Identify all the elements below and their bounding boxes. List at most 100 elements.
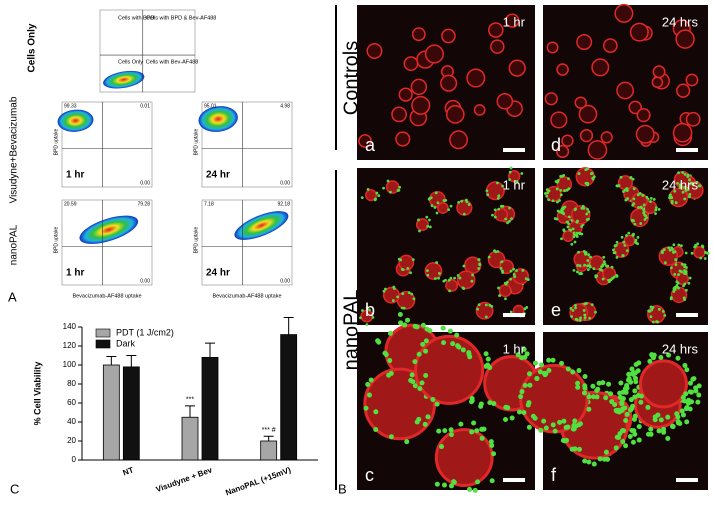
vesicle	[467, 486, 473, 492]
cell	[561, 134, 574, 147]
vesicle	[497, 194, 501, 198]
cell	[508, 59, 526, 77]
vesicle	[504, 282, 508, 286]
cell	[410, 78, 428, 96]
cell	[546, 41, 559, 54]
cell	[358, 134, 372, 148]
vesicle	[597, 456, 603, 462]
vesicle	[538, 427, 544, 433]
vesicle	[365, 323, 369, 327]
vesicle	[368, 377, 374, 383]
vesicle	[631, 203, 635, 207]
vesicle	[515, 352, 521, 358]
vesicle	[449, 276, 453, 280]
density-blob	[57, 109, 94, 132]
vesicle	[602, 255, 606, 259]
vesicle	[488, 303, 492, 307]
vesicle	[400, 267, 404, 271]
vesicle	[609, 399, 615, 405]
vesicle	[683, 263, 687, 267]
x-tick-label: NT	[122, 465, 135, 477]
cell	[591, 58, 610, 77]
vesicle	[703, 257, 707, 260]
vesicle	[684, 367, 690, 373]
vesicle	[399, 258, 403, 262]
vesicle	[629, 427, 635, 433]
quadrant-value: 0.01	[140, 103, 150, 109]
time-label: 1 hr	[503, 14, 526, 29]
cell	[576, 34, 593, 51]
vesicle	[686, 188, 690, 191]
cell	[675, 272, 689, 286]
vesicle	[677, 243, 681, 247]
cell	[652, 65, 666, 79]
vesicle	[645, 404, 651, 410]
vesicle	[460, 199, 464, 203]
vesicle	[438, 272, 441, 275]
time-label: 1 hr	[66, 170, 84, 181]
bar	[260, 440, 278, 461]
vesicle	[493, 215, 497, 219]
density-blob	[198, 106, 238, 132]
vesicle	[573, 240, 577, 244]
vesicle	[652, 197, 656, 201]
vesicle	[560, 210, 564, 214]
vesicle	[585, 218, 589, 222]
vesicle	[551, 199, 555, 203]
micrograph: 24 hrs f	[516, 332, 708, 490]
row-label: nanoPAL	[9, 224, 20, 265]
vesicle	[635, 393, 641, 399]
cell	[440, 74, 458, 92]
cell	[490, 39, 505, 54]
vesicle	[682, 284, 685, 288]
vesicle	[574, 303, 577, 307]
vesicle	[429, 196, 433, 200]
vesicle	[469, 429, 475, 435]
vesicle	[513, 275, 517, 278]
vesicle	[661, 426, 667, 432]
scale-bar	[503, 148, 525, 152]
vesicle	[409, 271, 412, 275]
vesicle	[449, 204, 453, 208]
vesicle	[512, 267, 515, 271]
vesicle	[680, 412, 686, 418]
vesicle	[504, 217, 508, 221]
vesicle	[368, 308, 371, 312]
vesicle	[594, 310, 597, 314]
vesicle	[575, 380, 581, 386]
vesicle	[366, 188, 370, 191]
vesicle	[650, 308, 654, 312]
vesicle	[674, 411, 680, 417]
vesicle	[539, 362, 545, 368]
vesicle	[456, 274, 460, 277]
vesicle	[474, 428, 480, 434]
vesicle	[476, 307, 479, 311]
cell	[602, 38, 618, 53]
vesicle	[632, 431, 638, 437]
vesicle	[637, 206, 640, 209]
vesicle	[426, 269, 429, 273]
vesicle	[559, 193, 563, 197]
cell	[623, 234, 636, 247]
legend-label: Dark	[116, 338, 136, 348]
vesicle	[477, 303, 481, 307]
vesicle	[607, 280, 611, 284]
panel-label: C	[10, 481, 19, 496]
vesicle	[566, 225, 570, 229]
vesicle	[497, 286, 500, 290]
vesicle	[669, 266, 673, 270]
vesicle	[687, 281, 691, 285]
cell	[685, 111, 701, 127]
vesicle	[663, 314, 667, 317]
vesicle	[485, 356, 491, 362]
vesicle	[576, 264, 580, 267]
vesicle	[498, 294, 502, 298]
vesicle	[485, 189, 489, 193]
vesicle	[626, 371, 632, 377]
quadrant-value: 95.01	[204, 103, 217, 109]
vesicle	[671, 248, 675, 251]
vesicle	[602, 456, 608, 462]
vesicle	[675, 355, 681, 361]
cell	[398, 87, 413, 102]
vesicle	[435, 261, 439, 264]
